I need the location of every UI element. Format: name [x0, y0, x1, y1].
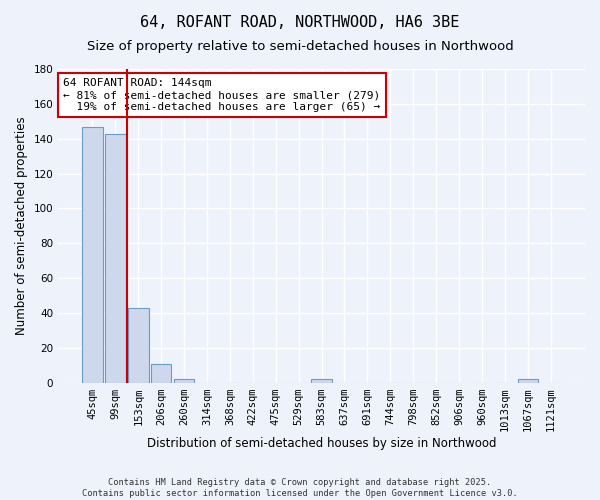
- Bar: [151, 364, 172, 383]
- Bar: [174, 380, 194, 383]
- Bar: [105, 134, 125, 383]
- Text: 64, ROFANT ROAD, NORTHWOOD, HA6 3BE: 64, ROFANT ROAD, NORTHWOOD, HA6 3BE: [140, 15, 460, 30]
- Bar: [518, 380, 538, 383]
- Y-axis label: Number of semi-detached properties: Number of semi-detached properties: [15, 116, 28, 335]
- X-axis label: Distribution of semi-detached houses by size in Northwood: Distribution of semi-detached houses by …: [147, 437, 496, 450]
- Bar: [311, 380, 332, 383]
- Text: Size of property relative to semi-detached houses in Northwood: Size of property relative to semi-detach…: [86, 40, 514, 53]
- Text: Contains HM Land Registry data © Crown copyright and database right 2025.
Contai: Contains HM Land Registry data © Crown c…: [82, 478, 518, 498]
- Bar: [82, 126, 103, 383]
- Bar: [128, 308, 149, 383]
- Text: 64 ROFANT ROAD: 144sqm
← 81% of semi-detached houses are smaller (279)
  19% of : 64 ROFANT ROAD: 144sqm ← 81% of semi-det…: [64, 78, 380, 112]
